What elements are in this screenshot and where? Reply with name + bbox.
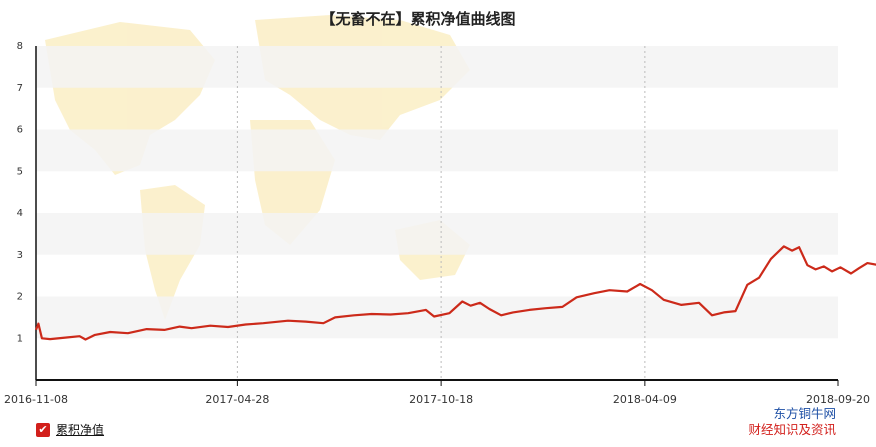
vertical-gridlines	[236, 46, 646, 380]
series-line-cumulative-nav	[34, 245, 876, 341]
x-tick-label: 2018-04-09	[613, 393, 677, 406]
y-tick-label: 3	[17, 250, 23, 261]
x-tick-label: 2018-09-20	[806, 393, 870, 406]
legend[interactable]: ✔ 累积净值	[36, 421, 104, 438]
grid-band	[36, 296, 838, 339]
brand-name: 东方铜牛网	[773, 406, 836, 421]
x-axis: 2016-11-08 2017-04-28 2017-10-18 2018-04-09…	[4, 379, 870, 406]
grid-band	[36, 46, 838, 88]
grid-bands	[36, 46, 838, 339]
y-tick-label: 2	[17, 292, 23, 303]
legend-label[interactable]: 累积净值	[56, 423, 105, 437]
y-axis: 1 2 3 4 5 6 7 8	[17, 41, 37, 380]
brand-watermark: 东方铜牛网 财经知识及资讯	[748, 406, 836, 438]
y-tick-label: 4	[17, 208, 23, 219]
y-tick-label: 7	[17, 83, 23, 94]
y-tick-label: 5	[17, 166, 23, 177]
brand-tagline: 财经知识及资讯	[748, 422, 836, 437]
x-tick-label: 2017-10-18	[409, 393, 473, 406]
checkmark-icon[interactable]: ✔	[36, 422, 50, 437]
x-tick-label: 2016-11-08	[4, 393, 68, 406]
y-tick-label: 1	[17, 333, 23, 344]
chart-title: 【无畜不在】累积净值曲线图	[320, 10, 515, 28]
y-tick-label: 6	[17, 125, 23, 136]
y-tick-label: 8	[17, 41, 23, 52]
x-tick-label: 2017-04-28	[205, 393, 269, 406]
grid-band	[36, 129, 838, 172]
grid-band	[36, 213, 838, 255]
